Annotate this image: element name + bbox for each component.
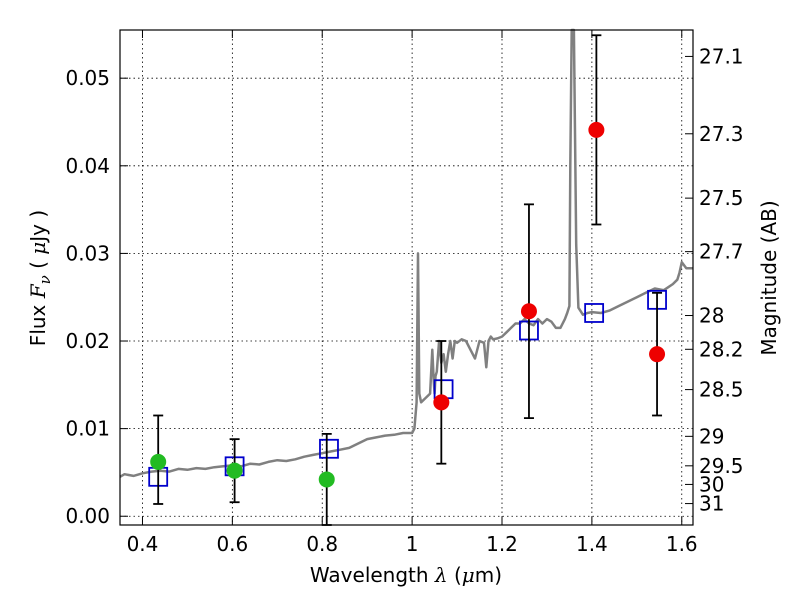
red-data-point xyxy=(433,394,450,411)
y2-tick-label: 27.7 xyxy=(699,240,744,264)
red-data-point xyxy=(588,121,605,138)
model-square xyxy=(584,303,605,323)
x-tick-label: 1.4 xyxy=(576,532,608,556)
data-markers xyxy=(148,34,667,526)
x-axis-label: Wavelength λ (μm) xyxy=(310,563,502,587)
y-axis-label: Flux Fν ( μJy ) xyxy=(26,210,54,346)
y2-tick-label: 29 xyxy=(699,424,724,448)
y2-tick-label: 28.5 xyxy=(699,378,744,402)
y2-tick-label: 28.2 xyxy=(699,337,744,361)
template-spectrum-line xyxy=(119,28,693,478)
y-tick-label: 0.02 xyxy=(65,329,110,353)
y2-tick-label: 29.5 xyxy=(699,454,744,478)
y2-axis-label: Magnitude (AB) xyxy=(757,200,781,355)
x-tick-label: 0.6 xyxy=(216,532,248,556)
y2-tick-label: 30 xyxy=(699,472,724,496)
y2-tick-label: 28 xyxy=(699,304,724,328)
plot-frame xyxy=(119,29,694,526)
y-tick-label: 0.03 xyxy=(65,241,110,265)
axis-ticks: 0.4 0.6 0.8 1 1.2 1.4 1.6 0.00 0.01 0.02 0.03 0.04 0… xyxy=(65,30,744,556)
red-data-point xyxy=(520,303,537,320)
green-data-point xyxy=(150,453,167,470)
green-data-point xyxy=(226,462,243,479)
y2-tick-label: 27.1 xyxy=(699,44,744,68)
y-tick-label: 0.04 xyxy=(65,154,110,178)
red-data-point xyxy=(649,346,666,363)
x-tick-label: 1.6 xyxy=(666,532,698,556)
model-square xyxy=(319,438,339,459)
y2-tick-label: 27.3 xyxy=(699,122,744,146)
y-tick-label: 0.00 xyxy=(65,504,110,528)
x-tick-label: 1 xyxy=(406,532,419,556)
x-tick-label: 1.2 xyxy=(486,532,518,556)
y2-tick-label: 31 xyxy=(699,492,724,516)
green-data-point xyxy=(318,471,335,488)
grid-lines xyxy=(120,30,693,525)
y2-tick-label: 27.5 xyxy=(699,186,744,210)
template-spectrum xyxy=(119,28,693,478)
y-tick-label: 0.01 xyxy=(65,417,110,441)
x-tick-label: 0.8 xyxy=(306,532,338,556)
y-tick-label: 0.05 xyxy=(65,66,110,90)
x-tick-label: 0.4 xyxy=(127,532,159,556)
